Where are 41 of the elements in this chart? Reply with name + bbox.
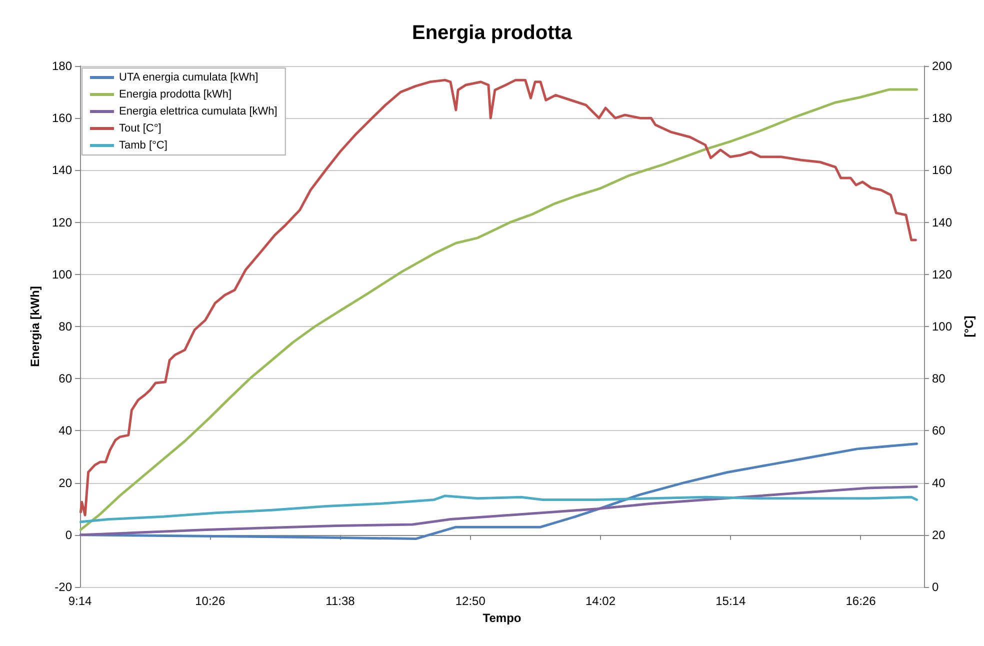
- line-series: [79, 485, 918, 536]
- y2-tick-label: 80: [932, 372, 946, 386]
- y-tick-label: 0: [65, 528, 72, 542]
- y-tick-label: 160: [52, 111, 72, 126]
- y-tick-label: 20: [58, 476, 72, 490]
- y2-tick-label: 0: [932, 580, 939, 594]
- y-tick-label: 80: [58, 320, 72, 334]
- y-axis-title: Energia [kWh]: [28, 286, 42, 367]
- y2-tick-label: 120: [932, 267, 952, 282]
- y-tick-label: 120: [52, 215, 72, 230]
- legend-label: UTA energia cumulata [kWh]: [119, 72, 258, 84]
- line-series: [79, 494, 918, 524]
- y2-tick-label: 140: [932, 215, 952, 230]
- y2-tick-label: 200: [932, 59, 952, 73]
- y2-tick-label: 160: [932, 163, 952, 178]
- x-tick-label: 11:38: [326, 594, 356, 608]
- legend-label: Tout [C°]: [119, 122, 162, 134]
- y-tick-label: 60: [58, 372, 72, 386]
- x-tick-label: 15:14: [716, 594, 746, 608]
- y-tick-label: -20: [54, 580, 72, 594]
- chart-title: Energia prodotta: [412, 22, 573, 44]
- x-tick-label: 14:02: [585, 594, 616, 608]
- x-tick-label: 10:26: [195, 594, 226, 608]
- legend-label: Energia prodotta [kWh]: [119, 88, 232, 100]
- x-axis-title: Tempo: [482, 610, 522, 625]
- y-tick-label: 180: [52, 59, 72, 73]
- x-tick-label: 9:14: [68, 594, 92, 608]
- legend-label: Tamb [°C]: [119, 140, 168, 152]
- y2-tick-label: 60: [932, 424, 946, 438]
- line-series: [79, 442, 918, 540]
- y2-tick-label: 40: [932, 476, 946, 490]
- y-tick-label: 40: [58, 424, 72, 438]
- legend-label: Energia elettrica cumulata [kWh]: [119, 106, 278, 118]
- y-tick-label: 140: [52, 163, 72, 178]
- x-tick-label: 16:26: [846, 594, 876, 608]
- y2-tick-label: 100: [932, 320, 952, 334]
- x-tick-label: 12:50: [455, 594, 486, 608]
- y2-axis-title: [°C]: [962, 316, 976, 338]
- y2-tick-label: 20: [932, 528, 946, 542]
- y2-tick-label: 180: [932, 111, 952, 126]
- y-tick-label: 100: [52, 267, 72, 282]
